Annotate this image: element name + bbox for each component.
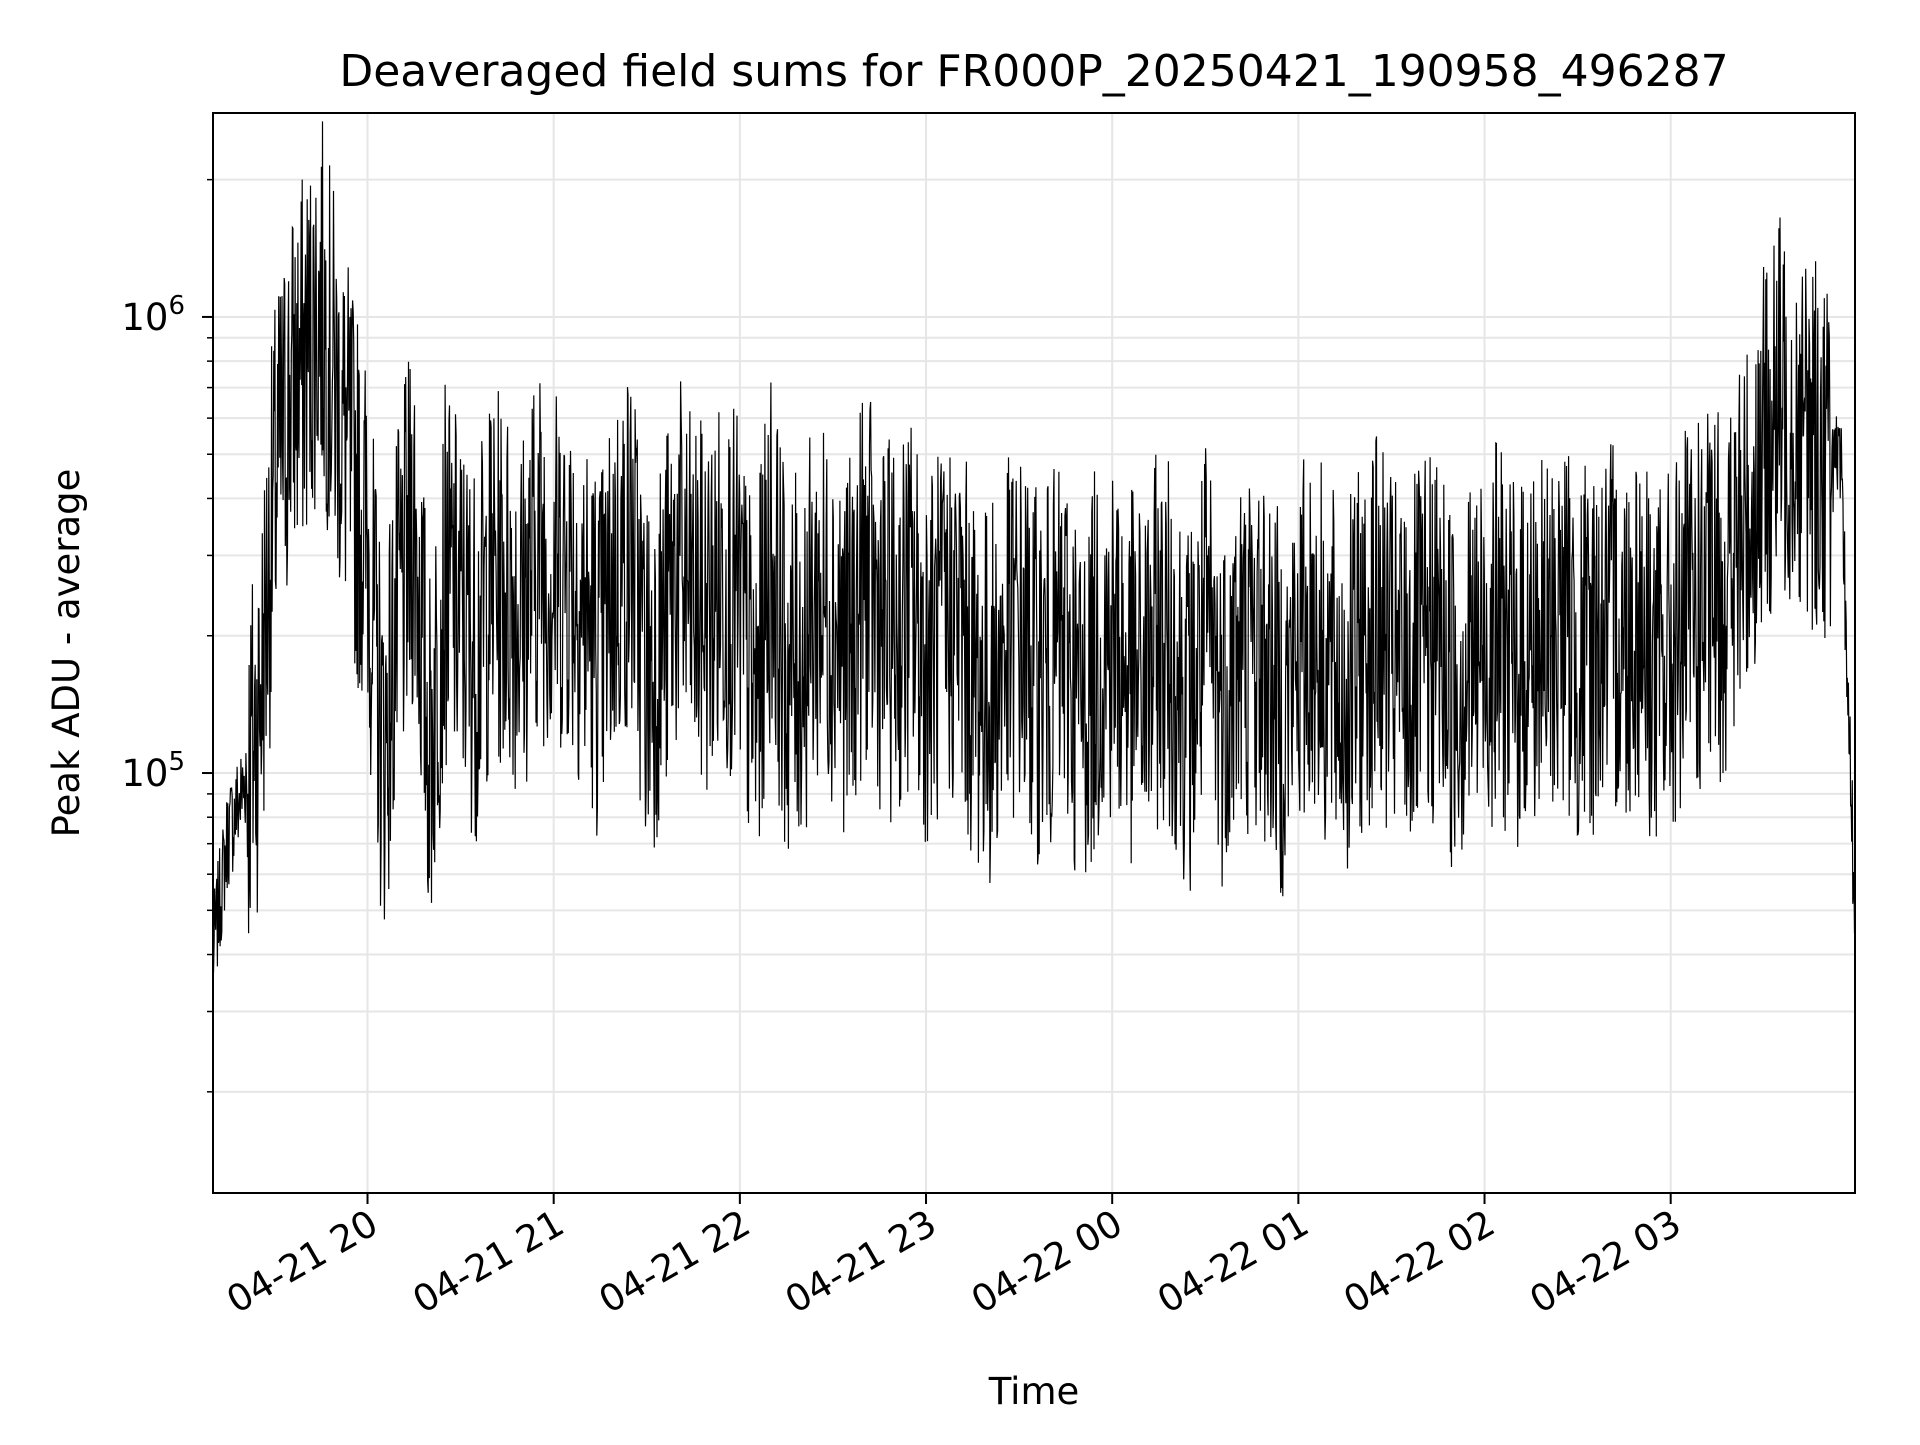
x-axis-label: Time: [988, 1370, 1080, 1413]
y-tick-label-base: 10: [121, 296, 168, 339]
series-line: [212, 121, 1856, 973]
y-tick-label-exponent: 5: [168, 747, 185, 777]
y-tick-label-exponent: 6: [168, 291, 185, 321]
y-tick-label-base: 10: [121, 752, 168, 795]
chart-title: Deaveraged field sums for FR000P_2025042…: [339, 46, 1728, 97]
y-tick-label: 106: [121, 291, 185, 339]
plot-frame: [212, 112, 1856, 1194]
y-axis-label: Peak ADU - average: [45, 469, 88, 838]
y-tick-label: 105: [121, 747, 185, 795]
